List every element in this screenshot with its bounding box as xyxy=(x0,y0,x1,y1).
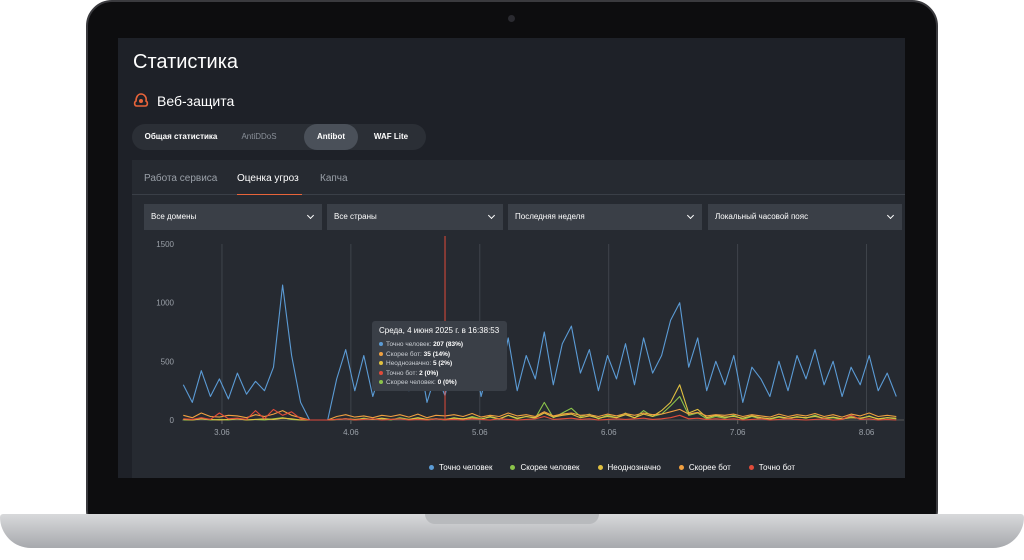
x-tick-label: 4.06 xyxy=(343,428,359,437)
legend-swatch xyxy=(678,465,684,471)
series-line xyxy=(183,408,897,421)
tooltip-row: Неоднозначно: 5 (2%) xyxy=(379,359,500,369)
legend-swatch xyxy=(429,465,434,471)
chevron xyxy=(886,211,895,220)
series-line xyxy=(183,384,897,421)
tooltip-label: Скорее человек: xyxy=(386,379,436,386)
laptop-notch xyxy=(425,514,599,524)
legend-label: Неоднозначно xyxy=(607,463,661,472)
subtab[interactable]: Работа сервиса xyxy=(144,173,218,184)
tooltip-dot xyxy=(379,351,383,356)
dropdown-label: Последняя неделя xyxy=(515,212,585,221)
tooltip-label: Точно бот: xyxy=(386,369,418,377)
legend-item[interactable]: Скорее человек xyxy=(510,463,580,472)
tooltip-value: 35 (14%) xyxy=(423,350,451,358)
subtab-underline xyxy=(237,194,302,195)
tooltip-label: Неоднозначно: xyxy=(386,360,432,367)
y-tick-label: 0 xyxy=(170,416,175,425)
chevron xyxy=(306,211,315,220)
filter-bar: Все домены Все страны Последняя неделя Лока… xyxy=(144,204,902,230)
subtab[interactable]: Капча xyxy=(320,173,348,184)
tooltip-value: 5 (2%) xyxy=(432,360,453,367)
legend-swatch xyxy=(510,465,516,471)
series-line xyxy=(182,284,897,421)
tooltip-title: Среда, 4 июня 2025 г. в 16:38:53 xyxy=(379,326,500,335)
y-tick-label: 500 xyxy=(161,357,175,366)
page-title: Статистика xyxy=(133,51,239,73)
dropdown[interactable]: Локальный часовой пояс xyxy=(708,204,902,230)
dropdown-label: Локальный часовой пояс xyxy=(715,212,809,221)
dropdown[interactable]: Все домены xyxy=(144,204,322,230)
subtab-bar: Работа сервиса Оценка угроз Капча xyxy=(144,173,444,195)
tab-bar: Общая статистика AntiDDoS Antibot WAF Lite xyxy=(132,124,426,150)
dropdown[interactable]: Последняя неделя xyxy=(508,204,702,230)
section-title: Веб-защита xyxy=(157,93,235,109)
subtab[interactable]: Оценка угроз xyxy=(237,173,299,184)
legend-item[interactable]: Скорее бот xyxy=(678,463,731,472)
chevron xyxy=(686,211,695,220)
y-tick-label: 1000 xyxy=(156,299,174,308)
tab[interactable]: WAF Lite xyxy=(373,132,409,141)
legend-label: Точно человек xyxy=(439,463,493,472)
camera xyxy=(508,15,515,22)
chart: 0 500 1000 1500 3.06 4.06 5.06 6.06 7.06 8.06 xyxy=(156,236,904,437)
tooltip-label: Скорее бот: xyxy=(386,350,422,358)
legend: Точно человек Скорее человек Неоднозначно С… xyxy=(420,457,830,472)
tooltip-dot xyxy=(379,380,383,384)
tooltip-row: Точно человек: 207 (83%) xyxy=(379,340,500,350)
tooltip-dot xyxy=(379,361,383,365)
dropdown-label: Все страны xyxy=(334,212,377,221)
legend-label: Скорее человек xyxy=(520,463,580,472)
x-tick-label: 3.06 xyxy=(214,428,230,437)
tooltip-value: 207 (83%) xyxy=(433,341,464,348)
legend-swatch xyxy=(597,465,603,471)
legend-label: Точно бот xyxy=(758,463,796,472)
tooltip-value: 0 (0%) xyxy=(437,379,457,386)
legend-label: Скорее бот xyxy=(688,463,731,472)
x-tick-label: 8.06 xyxy=(859,428,875,437)
legend-item[interactable]: Точно человек xyxy=(429,463,492,472)
tooltip-dot xyxy=(379,342,383,346)
legend-item[interactable]: Неоднозначно xyxy=(597,463,661,472)
tooltip-value: 2 (0%) xyxy=(419,369,439,377)
tooltip-row: Скорее человек: 0 (0%) xyxy=(379,378,500,388)
tooltip-row: Точно бот: 2 (0%) xyxy=(379,369,500,379)
tooltip-label: Точно человек: xyxy=(386,341,432,348)
tooltip: Среда, 4 июня 2025 г. в 16:38:53 Точно ч… xyxy=(372,321,507,391)
dropdown-label: Все домены xyxy=(151,212,197,221)
legend-swatch xyxy=(748,465,754,471)
tooltip-row: Скорее бот: 35 (14%) xyxy=(379,350,500,360)
divider xyxy=(132,194,905,195)
x-tick-label: 6.06 xyxy=(601,428,617,437)
shield-icon xyxy=(133,93,149,107)
legend-item[interactable]: Точно бот xyxy=(748,463,796,472)
x-tick-label: 5.06 xyxy=(472,428,488,437)
dropdown[interactable]: Все страны xyxy=(327,204,503,230)
y-tick-label: 1500 xyxy=(156,240,174,249)
tab[interactable]: Общая статистика xyxy=(144,132,218,141)
chevron xyxy=(487,211,496,220)
x-tick-label: 7.06 xyxy=(730,428,746,437)
tab[interactable]: AntiDDoS xyxy=(241,132,277,141)
tab[interactable]: Antibot xyxy=(304,124,358,150)
tooltip-dot xyxy=(379,370,383,375)
series-line xyxy=(183,408,897,421)
